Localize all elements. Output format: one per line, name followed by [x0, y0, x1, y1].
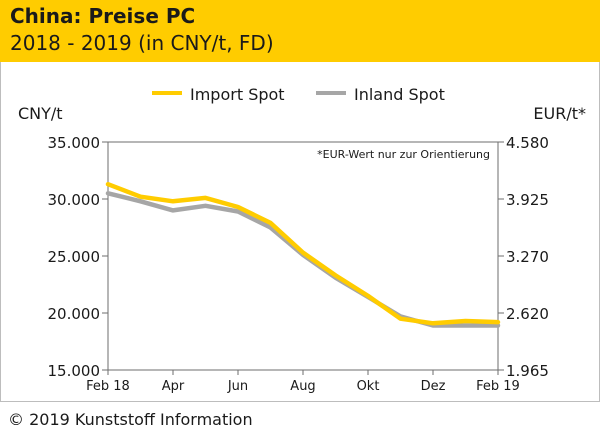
chart-annotation: *EUR-Wert nur zur Orientierung — [317, 148, 490, 161]
x-tick-label: Feb 19 — [476, 379, 520, 394]
x-tick-label: Okt — [357, 379, 380, 394]
legend: Import Spot Inland Spot — [152, 85, 445, 104]
y-tick-label-right: 3.925 — [506, 191, 549, 209]
y-axis-left-label: CNY/t — [18, 104, 63, 123]
x-tick-label: Jun — [227, 379, 248, 394]
y-axis-right-label: EUR/t* — [533, 104, 586, 123]
series-layer — [105, 181, 501, 328]
y-tick-label-right: 2.620 — [506, 305, 549, 323]
x-tick-label: Apr — [162, 379, 185, 394]
legend-label-inland-spot: Inland Spot — [354, 85, 445, 104]
y-tick-label-left: 15.000 — [48, 362, 101, 380]
y-tick-label-left: 30.000 — [48, 191, 101, 209]
chart-header: China: Preise PC 2018 - 2019 (in CNY/t, … — [0, 0, 600, 62]
y-tick-label-right: 3.270 — [506, 248, 549, 266]
chart-panel — [0, 62, 600, 402]
x-tick-label: Aug — [290, 379, 315, 394]
y-tick-label-right: 1.965 — [506, 362, 549, 380]
chart-title: China: Preise PC — [10, 4, 196, 28]
x-tick-label: Feb 18 — [86, 379, 130, 394]
legend-label-import-spot: Import Spot — [190, 85, 285, 104]
y-axis-right: 4.580 3.925 3.270 2.620 1.965 — [498, 134, 549, 380]
x-tick-label: Dez — [421, 379, 446, 394]
x-axis: Feb 18 Apr Jun Aug Okt Dez Feb 19 — [86, 370, 520, 394]
y-tick-label-left: 25.000 — [48, 248, 101, 266]
copyright-credit: © 2019 Kunststoff Information — [8, 410, 253, 429]
series-line-import-spot — [105, 181, 501, 326]
y-tick-label-left: 20.000 — [48, 305, 101, 323]
series-line-inland-spot — [105, 191, 501, 328]
y-axis-left: 35.000 30.000 25.000 20.000 15.000 — [48, 134, 108, 380]
y-tick-label-left: 35.000 — [48, 134, 101, 152]
chart-subtitle: 2018 - 2019 (in CNY/t, FD) — [10, 31, 274, 55]
y-tick-label-right: 4.580 — [506, 134, 549, 152]
